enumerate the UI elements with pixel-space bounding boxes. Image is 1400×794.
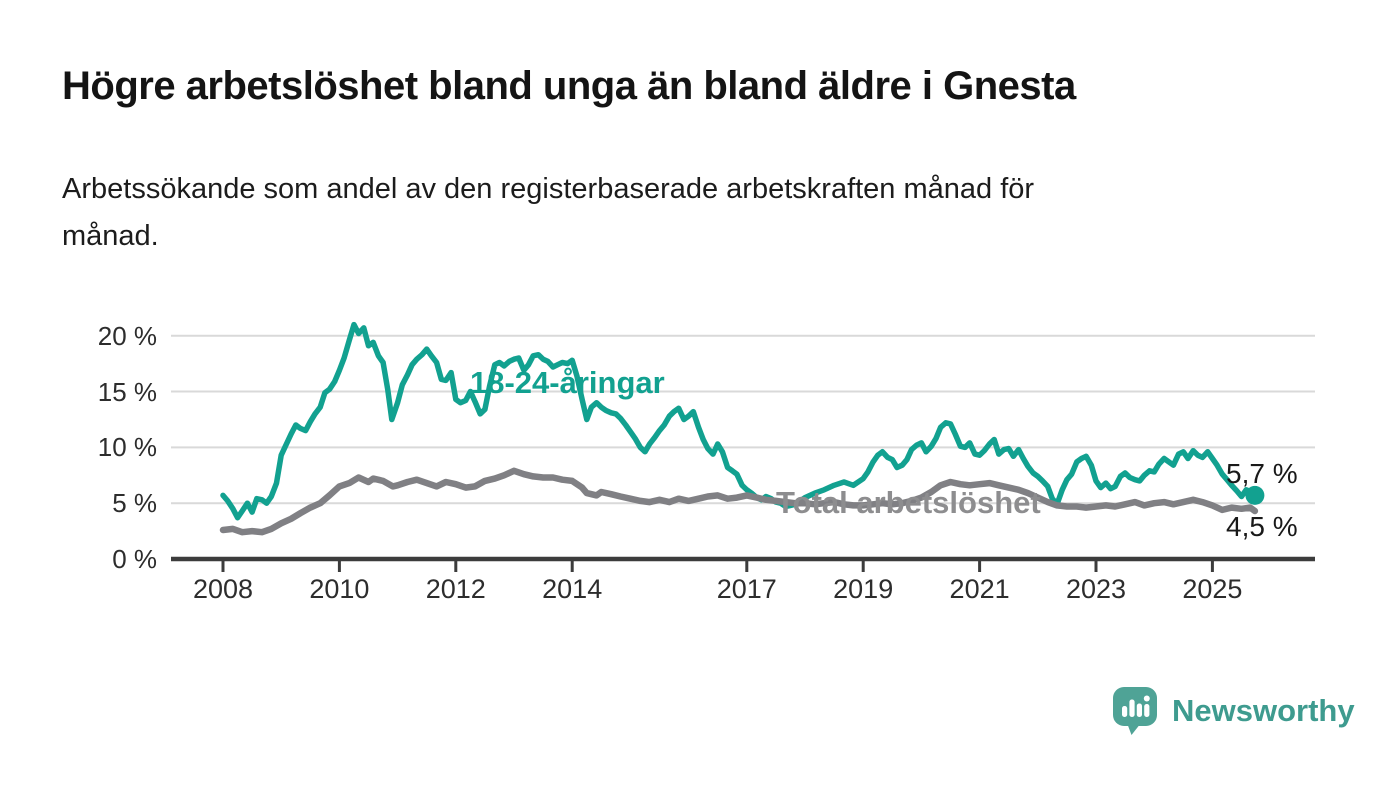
chart-title: Högre arbetslöshet bland unga än bland ä… [62, 64, 1076, 108]
chart-subtitle: Arbetssökande som andel av den registerb… [62, 166, 1322, 260]
end-dot-youth [1245, 485, 1265, 505]
y-tick-label-10: 10 % [97, 432, 157, 463]
y-tick-label-0: 0 % [112, 544, 157, 574]
series-label-total: Total arbetslöshet [776, 485, 1041, 520]
y-tick-label-20: 20 % [97, 320, 157, 351]
newsworthy-logo: Newsworthy [1112, 686, 1355, 736]
x-tick-label-2012: 2012 [425, 574, 486, 604]
chart-subtitle-line-1: Arbetssökande som andel av den registerb… [62, 173, 1035, 205]
y-tick-label-5: 5 % [112, 488, 157, 519]
y-tick-label-15: 15 % [97, 376, 157, 407]
series-label-youth: 18-24-åringar [470, 365, 665, 400]
newsworthy-logo-text: Newsworthy [1172, 693, 1355, 728]
x-tick-label-2010: 2010 [309, 574, 370, 604]
x-tick-label-2023: 2023 [1065, 574, 1127, 604]
x-tick-label-2008: 2008 [192, 574, 254, 604]
end-value-label-youth: 5,7 % [1226, 458, 1298, 489]
end-value-label-total: 4,5 % [1226, 511, 1298, 542]
x-tick-label-2019: 2019 [833, 574, 894, 604]
line-series-total [219, 467, 1259, 536]
x-tick-label-2021: 2021 [949, 574, 1010, 604]
x-tick-label-2017: 2017 [716, 574, 777, 604]
x-tick-label-2025: 2025 [1182, 574, 1243, 604]
line-series-youth [220, 321, 1258, 521]
x-tick-label-2014: 2014 [542, 574, 603, 604]
newsworthy-logo-icon [1113, 687, 1157, 735]
chart-subtitle-line-2: månad. [62, 220, 159, 252]
